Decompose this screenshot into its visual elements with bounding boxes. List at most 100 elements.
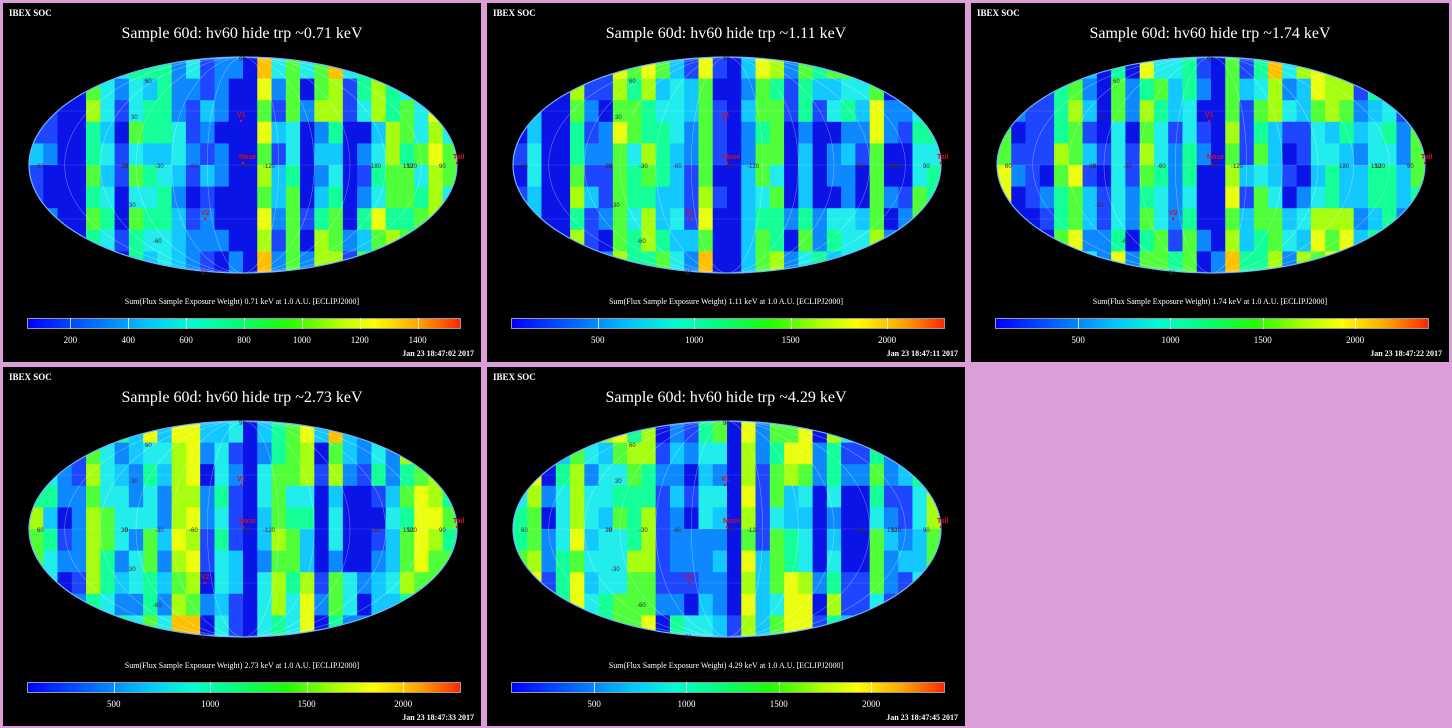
latitude-label: -90 [199,635,208,641]
map-cell [1096,251,1112,273]
map-cell [100,208,116,231]
map-cell [442,121,457,144]
map-cell [100,485,116,508]
map-cell [157,593,173,616]
map-cell [1153,143,1169,166]
map-cell [883,229,899,252]
map-cell [684,572,700,595]
map-cell [1211,78,1226,101]
map-cell [371,57,387,80]
map-cell [669,229,685,252]
map-cell [598,229,614,252]
map-cell [912,251,928,273]
map-cell [442,165,457,188]
map-cell [314,464,330,487]
colorbar-tick-label: 2000 [878,335,897,345]
marker-dot [723,483,727,487]
map-cell [200,615,216,637]
map-cell [826,229,842,252]
map-cell [584,442,600,465]
map-cell [1025,186,1041,209]
map-cell [442,100,457,123]
map-cell [86,550,101,573]
map-cell [812,507,828,530]
map-cell [1410,208,1425,231]
map-cell [1325,186,1340,209]
latitude-label: -60 [637,603,646,609]
map-cell [214,186,230,209]
map-cell [1225,186,1241,209]
map-cell [57,593,73,616]
map-cell [328,78,344,101]
map-cell [1268,229,1283,252]
marker-dot [1171,217,1175,221]
map-cell [257,78,273,101]
map-cell [114,529,130,552]
map-cell [414,57,430,80]
map-cell [342,529,358,552]
map-cell [841,529,856,552]
map-cell [627,529,642,552]
map-cell [898,421,914,444]
map-cell [513,529,528,552]
map-cell [1410,251,1425,273]
graticule-line [655,57,799,273]
map-cell [29,78,44,101]
map-cell [171,442,187,465]
map-cell [798,165,814,188]
panel-title: Sample 60d: hv60 hide trp ~0.71 keV [121,25,363,42]
map-cell [826,186,842,209]
map-cell [1139,208,1155,231]
map-cell [385,121,401,144]
map-cell [43,78,59,101]
map-cell [669,208,685,231]
map-cell [243,507,258,530]
map-cell [1239,251,1255,273]
map-cell [214,507,230,530]
map-cell [1339,78,1355,101]
latitude-label: -30 [127,567,136,573]
map-cell [898,251,914,273]
graticule-line [619,421,835,637]
map-cell [841,78,856,101]
map-cell [898,550,914,573]
panel-title: Sample 60d: hv60 hide trp ~1.11 keV [605,25,847,42]
colorbar-tick-mark [1355,318,1357,329]
map-cell [912,550,928,573]
latitude-label: -30 [611,203,620,209]
map-cell [157,464,173,487]
map-cell [926,57,941,80]
graticule-line [1139,57,1283,273]
map-cell [912,485,928,508]
map-cell [1111,100,1126,123]
map-cell [314,507,330,530]
map-cell [100,442,116,465]
map-cell [883,143,899,166]
map-cell [513,143,528,166]
colorbar-tick-label: 1500 [297,699,316,709]
map-cell [228,78,244,101]
graticule-line [64,421,422,637]
map-cell [612,78,628,101]
map-cell [214,100,230,123]
map-cell [555,121,571,144]
map-cell [171,208,187,231]
map-cell [669,78,685,101]
map-cell [1182,186,1198,209]
map-cell [1054,165,1069,188]
map-cell [1296,186,1312,209]
map-cell [684,57,700,80]
map-cell [29,165,44,188]
map-cell [1282,229,1298,252]
map-cell [883,421,899,444]
map-cell [612,507,628,530]
map-cell [755,121,771,144]
map-cell [883,78,899,101]
map-cell [798,464,814,487]
map-cell [1139,186,1155,209]
graticule-line [655,421,799,637]
map-cell [812,593,828,616]
map-cell [1096,121,1112,144]
map-cell [385,464,401,487]
map-cell [114,229,130,252]
